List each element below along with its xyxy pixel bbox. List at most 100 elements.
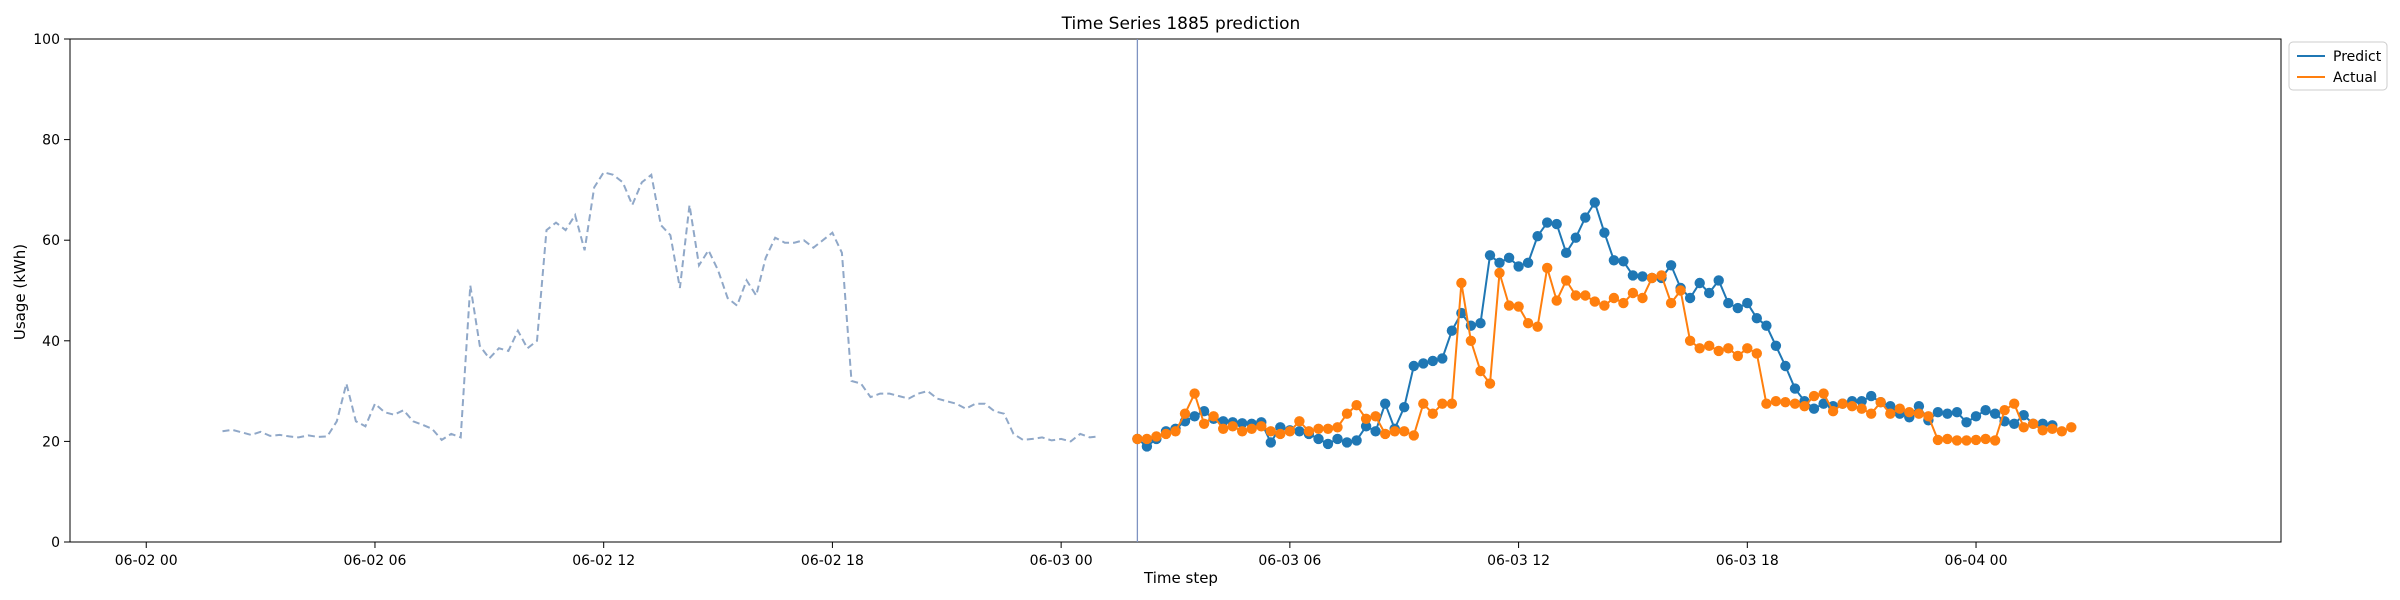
- actual-point: [1513, 301, 1524, 312]
- actual-point: [1303, 426, 1315, 437]
- predict-point: [1437, 353, 1448, 364]
- predict-point: [1951, 407, 1963, 418]
- predict-point: [1551, 218, 1562, 230]
- predict-point: [1866, 390, 1877, 402]
- actual-point: [2056, 426, 2067, 437]
- predict-point: [1141, 441, 1153, 452]
- actual-point: [2009, 398, 2020, 409]
- plot-frame: [69, 38, 2282, 543]
- actual-point: [1532, 321, 1543, 332]
- x-tick-label: 06-03 00: [1030, 553, 1093, 569]
- history-line: [222, 171, 1100, 443]
- plot-area: 0 20 40 60 80 100 06-02 00 06-02 06 06-02 12 06-0…: [33, 32, 2282, 569]
- predict-point: [1399, 402, 1410, 413]
- actual-point: [1999, 405, 2010, 416]
- x-tick-label: 06-02 00: [115, 553, 178, 569]
- actual-point: [1351, 400, 1362, 411]
- predict-point: [1961, 417, 1972, 428]
- actual-point: [1313, 423, 1324, 434]
- actual-point: [1256, 421, 1267, 432]
- y-axis-title: Usage (kWh): [11, 244, 29, 340]
- actual-point: [1179, 408, 1191, 419]
- actual-point: [1570, 290, 1582, 301]
- actual-point: [1923, 411, 1934, 422]
- y-tick-label: 60: [42, 233, 60, 249]
- predict-point: [1885, 401, 1896, 412]
- actual-point: [1799, 401, 1810, 412]
- actual-point: [1503, 300, 1515, 311]
- actual-point: [1856, 403, 1867, 414]
- predict-point: [1627, 270, 1639, 281]
- predict-point: [1189, 411, 1200, 422]
- actual-point: [1742, 343, 1753, 354]
- actual-point: [1494, 267, 1505, 279]
- predict-point: [1294, 426, 1305, 437]
- predict-point: [1694, 277, 1705, 289]
- predict-point: [1770, 340, 1782, 351]
- actual-point: [1399, 426, 1410, 437]
- predict-point: [1970, 411, 1982, 422]
- y-tick-label: 20: [42, 434, 60, 450]
- predict-point: [1980, 405, 1991, 416]
- predict-point: [1684, 292, 1696, 304]
- predict-point: [1932, 407, 1944, 418]
- actual-point: [1599, 300, 1610, 311]
- actual-point: [1751, 348, 1763, 359]
- predict-point: [1522, 257, 1534, 268]
- actual-point: [1961, 435, 1972, 446]
- y-tick-label: 100: [33, 32, 60, 48]
- actual-point: [2028, 418, 2039, 429]
- actual-point: [1551, 295, 1562, 306]
- x-axis-title: Time step: [1143, 569, 1218, 587]
- chart-title: Time Series 1885 prediction: [1061, 14, 1301, 34]
- actual-point: [1627, 287, 1639, 299]
- predict-point: [1360, 421, 1372, 432]
- predict-point: [2018, 410, 2029, 421]
- predict-point: [1580, 212, 1591, 223]
- actual-point: [1446, 398, 1458, 409]
- actual-point: [1970, 434, 1982, 446]
- actual-point: [1885, 408, 1896, 419]
- actual-point: [1237, 426, 1248, 437]
- predict-point: [1989, 408, 2001, 419]
- actual-point: [1951, 435, 1963, 446]
- predict-point: [1332, 433, 1343, 445]
- actual-point: [1875, 397, 1886, 408]
- x-tick-label: 06-02 18: [801, 553, 864, 569]
- predict-point: [1618, 256, 1629, 267]
- actual-point: [1389, 426, 1400, 437]
- predict-point: [1418, 358, 1429, 369]
- predict-point: [1542, 217, 1553, 228]
- actual-point: [1275, 428, 1286, 440]
- actual-point: [1437, 398, 1448, 409]
- actual-point: [1408, 430, 1420, 441]
- actual-point: [1618, 297, 1629, 309]
- predict-point: [1789, 383, 1801, 394]
- actual-point: [1208, 411, 1219, 422]
- predict-point: [1380, 398, 1391, 409]
- predict-point: [1408, 360, 1420, 372]
- y-tick-label: 0: [51, 535, 60, 551]
- actual-point: [1322, 423, 1334, 434]
- actual-point: [1770, 396, 1782, 407]
- predict-point: [1484, 250, 1496, 261]
- predict-point: [1503, 252, 1515, 263]
- predict-point: [1370, 426, 1381, 437]
- actual-point: [1704, 340, 1715, 351]
- actual-point: [2047, 423, 2058, 434]
- predict-point: [1427, 355, 1439, 367]
- predict-point: [2009, 418, 2020, 429]
- predict-point: [1856, 396, 1867, 407]
- predict-point: [1780, 360, 1791, 372]
- predict-point: [1237, 418, 1248, 429]
- predict-point: [1913, 401, 1925, 412]
- actual-point: [1265, 426, 1277, 437]
- actual-point: [1894, 403, 1906, 414]
- actual-point: [1370, 411, 1381, 422]
- legend-label-predict: Predict: [2333, 49, 2382, 65]
- predict-point: [1942, 408, 1953, 419]
- predict-point: [1589, 197, 1601, 208]
- actual-point: [1818, 388, 1829, 399]
